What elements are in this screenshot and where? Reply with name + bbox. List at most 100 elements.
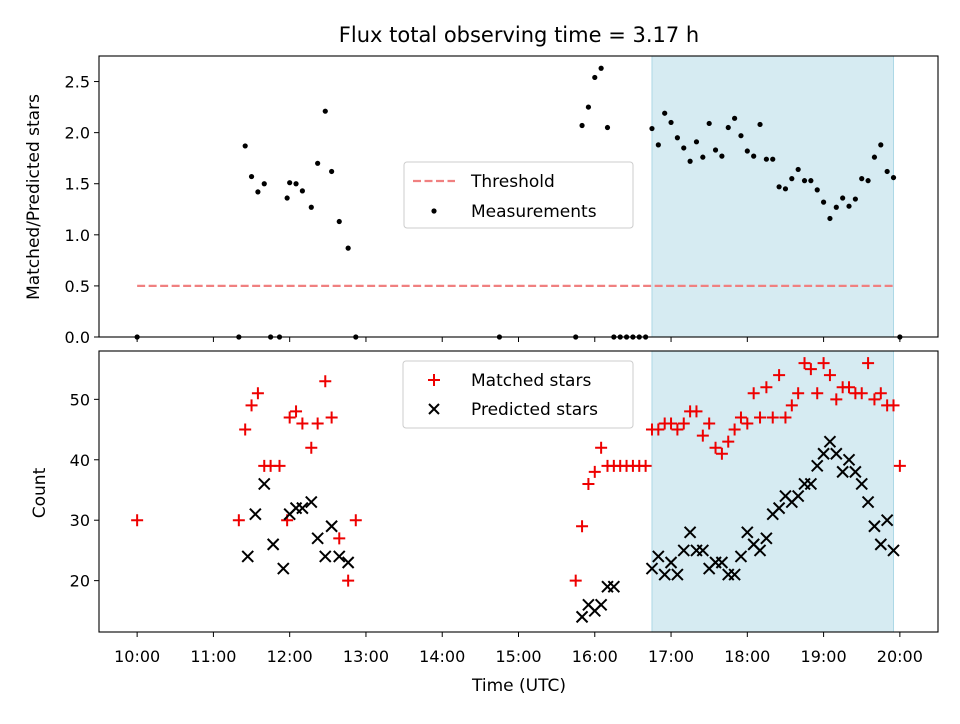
predicted-star-point	[791, 489, 805, 503]
measurement-point	[852, 196, 858, 202]
predicted-star-point	[741, 526, 754, 539]
x-tick-label: 14:00	[419, 647, 465, 666]
predicted-star-point	[772, 501, 786, 515]
bottom-y-ticks: 20 30 40 50	[70, 390, 99, 591]
predicted-star-point	[849, 465, 862, 479]
measurement-point	[712, 147, 719, 153]
y-tick-label: 1.5	[65, 175, 90, 194]
matched-star-point	[349, 514, 362, 527]
matched-star-point	[811, 387, 824, 400]
measurement-point	[579, 122, 585, 129]
legend-matched-swatch	[428, 374, 440, 386]
predicted-star-point	[868, 520, 881, 533]
predicted-star-point	[341, 556, 355, 569]
matched-star-point	[766, 411, 779, 424]
predicted-star-point	[753, 544, 767, 557]
predicted-star-point	[658, 568, 671, 581]
x-tick-label: 17:00	[648, 647, 694, 666]
predicted-star-point	[683, 526, 697, 539]
measurement-point	[681, 145, 687, 151]
measurement-point	[598, 65, 604, 71]
matched-star-point	[734, 411, 747, 424]
measurement-point	[763, 156, 769, 162]
top-y-ticks: 0.0 0.5 1.0 1.5 2.0 2.5	[65, 73, 99, 347]
predicted-star-point	[575, 610, 589, 624]
measurement-point	[662, 110, 668, 116]
matched-star-point	[333, 532, 346, 545]
top-y-axis-label: Matched/Predicted stars	[24, 94, 44, 300]
matched-star-point	[305, 441, 318, 454]
legend-matched-label: Matched stars	[471, 371, 591, 391]
predicted-star-point	[811, 459, 824, 473]
measurement-point	[776, 184, 782, 190]
predicted-star-point	[671, 568, 684, 581]
matched-star-point	[576, 520, 589, 533]
measurement-point	[308, 204, 314, 210]
measurement-point	[732, 115, 738, 121]
measurement-point	[585, 104, 592, 110]
matched-star-point	[671, 423, 684, 436]
top-observing-span	[651, 55, 895, 338]
predicted-star-point	[830, 447, 843, 460]
top-panel: 0.0 0.5 1.0 1.5 2.0 2.5 Matched/Predicted sta…	[24, 55, 939, 347]
measurement-point	[255, 189, 261, 195]
predicted-star-point	[823, 435, 837, 448]
measurement-point	[827, 215, 833, 222]
matched-star-point	[342, 574, 355, 587]
measurement-point	[884, 168, 890, 175]
measurement-point	[871, 154, 878, 160]
matched-star-point	[874, 387, 887, 400]
matched-star-point	[639, 459, 652, 472]
predicted-star-point	[880, 513, 894, 527]
matched-star-point	[715, 447, 728, 460]
matched-star-point	[855, 387, 868, 400]
predicted-star-point	[325, 520, 338, 533]
y-tick-label: 2.5	[65, 73, 90, 92]
measurement-point	[840, 195, 846, 201]
predicted-star-point	[855, 477, 868, 491]
y-tick-label: 0.0	[65, 328, 90, 347]
y-tick-label: 50	[70, 390, 90, 409]
predicted-star-point	[861, 495, 875, 509]
measurement-point	[674, 135, 681, 141]
predicted-star-point	[594, 598, 608, 612]
matched-star-point	[817, 357, 830, 370]
legend-measurements-label: Measurements	[471, 202, 597, 222]
matched-star-point	[722, 435, 735, 448]
predicted-star-point	[333, 550, 346, 563]
bottom-observing-span	[651, 350, 895, 633]
predicted-stars-series	[241, 435, 900, 624]
measurement-point	[668, 119, 674, 126]
measurement-point	[649, 125, 655, 132]
predicted-star-point	[715, 556, 729, 569]
measurement-point	[789, 176, 795, 182]
bottom-legend: Matched stars Predicted stars	[402, 360, 634, 429]
matched-star-point	[290, 405, 303, 418]
predicted-star-point	[664, 556, 678, 569]
matched-star-point	[779, 411, 792, 424]
measurement-point	[655, 142, 661, 148]
matched-star-point	[741, 417, 754, 430]
measurement-point	[820, 199, 827, 205]
matched-star-point	[582, 477, 595, 490]
matched-star-point	[798, 357, 811, 370]
legend-predicted-label: Predicted stars	[471, 400, 598, 420]
y-tick-label: 0.5	[65, 277, 90, 296]
bottom-legend-box	[402, 360, 634, 429]
measurement-point	[719, 153, 725, 159]
measurement-point	[261, 181, 267, 187]
top-legend: Threshold Measurements	[403, 161, 634, 229]
matched-star-point	[703, 417, 716, 430]
measurement-point	[725, 124, 731, 131]
predicted-star-point	[296, 501, 309, 515]
predicted-star-point	[241, 550, 254, 563]
matched-star-point	[232, 514, 245, 527]
predicted-star-point	[728, 568, 741, 581]
predicted-star-point	[652, 550, 665, 563]
matched-star-point	[830, 393, 843, 406]
matched-star-point	[747, 387, 760, 400]
measurement-point	[859, 176, 865, 182]
measurement-point	[345, 245, 351, 251]
y-tick-label: 20	[70, 572, 90, 591]
